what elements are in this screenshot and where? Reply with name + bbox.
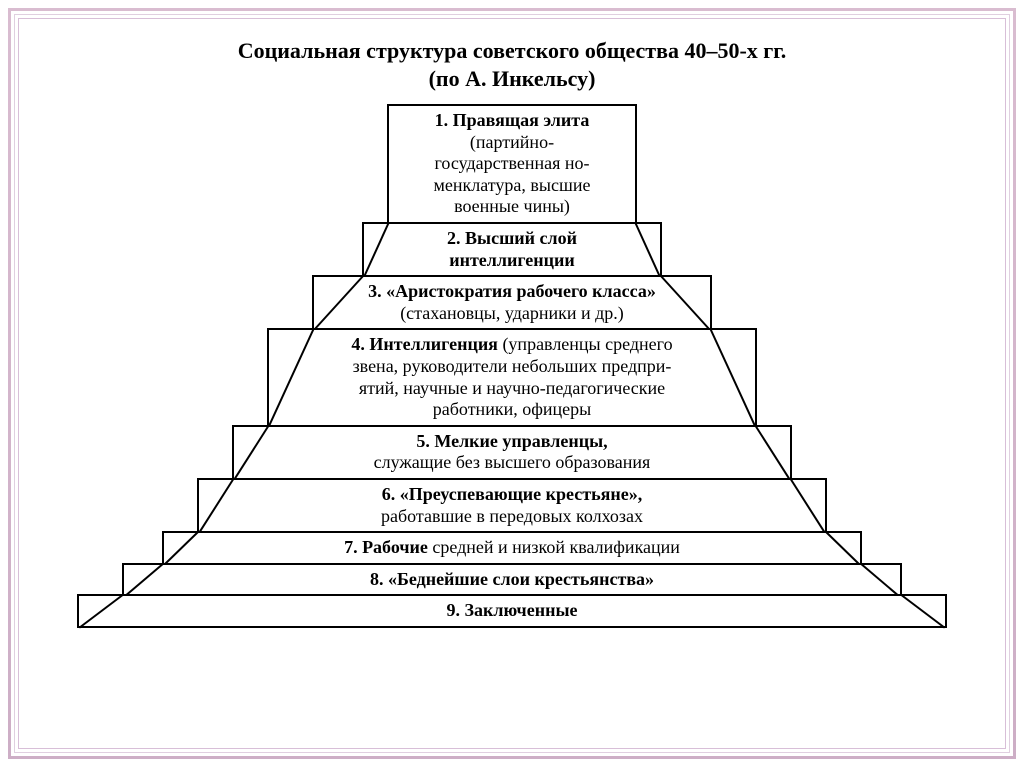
layer-1-line: менклатура, высшие: [407, 175, 617, 197]
layer-1-line: военные чины): [407, 196, 617, 218]
pyramid-layer-4: 4. Интеллигенция (управленцы среднегозве…: [267, 328, 757, 426]
decorative-border-inner: Социальная структура советского общества…: [18, 18, 1006, 749]
layer-8-line: 8. «Беднейшие слои крестьянства»: [142, 569, 882, 591]
pyramid-layer-7: 7. Рабочие средней и низкой квалификации: [162, 531, 862, 565]
layer-1-line: (партийно-: [407, 132, 617, 154]
layer-4-line: звена, руководители небольших предпри-: [287, 356, 737, 378]
diagram-title: Социальная структура советского общества…: [19, 37, 1005, 92]
pyramid-layer-1: 1. Правящая элита(партийно-государственн…: [387, 104, 637, 224]
layer-2-line: 2. Высший слой: [382, 228, 642, 250]
layer-2-line: интеллигенции: [382, 250, 642, 272]
text-span: 7. Рабочие: [344, 537, 432, 557]
pyramid-layer-5: 5. Мелкие управленцы,служащие без высшег…: [232, 425, 792, 480]
title-line-2: (по А. Инкельсу): [19, 65, 1005, 93]
pyramid-layer-9: 9. Заключенные: [77, 594, 947, 628]
decorative-border-outer: Социальная структура советского общества…: [8, 8, 1016, 759]
layer-5-line: 5. Мелкие управленцы,: [252, 431, 772, 453]
layer-5-line: служащие без высшего образования: [252, 452, 772, 474]
pyramid-layer-8: 8. «Беднейшие слои крестьянства»: [122, 563, 902, 597]
layer-3-line: (стахановцы, ударники и др.): [332, 303, 692, 325]
layer-4-line: 4. Интеллигенция (управленцы среднего: [287, 334, 737, 356]
page-frame: Социальная структура советского общества…: [0, 0, 1024, 767]
pyramid-layer-2: 2. Высший слойинтеллигенции: [362, 222, 662, 277]
layer-7-line: 7. Рабочие средней и низкой квалификации: [182, 537, 842, 559]
layer-3-line: 3. «Аристократия рабочего класса»: [332, 281, 692, 303]
text-span: (управленцы среднего: [502, 334, 672, 354]
layer-4-line: работники, офицеры: [287, 399, 737, 421]
pyramid-layer-3: 3. «Аристократия рабочего класса»(стахан…: [312, 275, 712, 330]
layer-1-line: 1. Правящая элита: [407, 110, 617, 132]
title-line-1: Социальная структура советского общества…: [19, 37, 1005, 65]
decorative-border-mid: Социальная структура советского общества…: [14, 14, 1010, 753]
pyramid-diagram: 1. Правящая элита(партийно-государственн…: [72, 104, 952, 628]
layer-6-line: работавшие в передовых колхозах: [217, 506, 807, 528]
layer-9-line: 9. Заключенные: [97, 600, 927, 622]
text-span: 4. Интеллигенция: [351, 334, 502, 354]
text-span: средней и низкой квалификации: [432, 537, 680, 557]
layer-4-line: ятий, научные и научно-педагогические: [287, 378, 737, 400]
layer-1-line: государственная но-: [407, 153, 617, 175]
layer-6-line: 6. «Преуспевающие крестьяне»,: [217, 484, 807, 506]
pyramid-layer-6: 6. «Преуспевающие крестьяне»,работавшие …: [197, 478, 827, 533]
